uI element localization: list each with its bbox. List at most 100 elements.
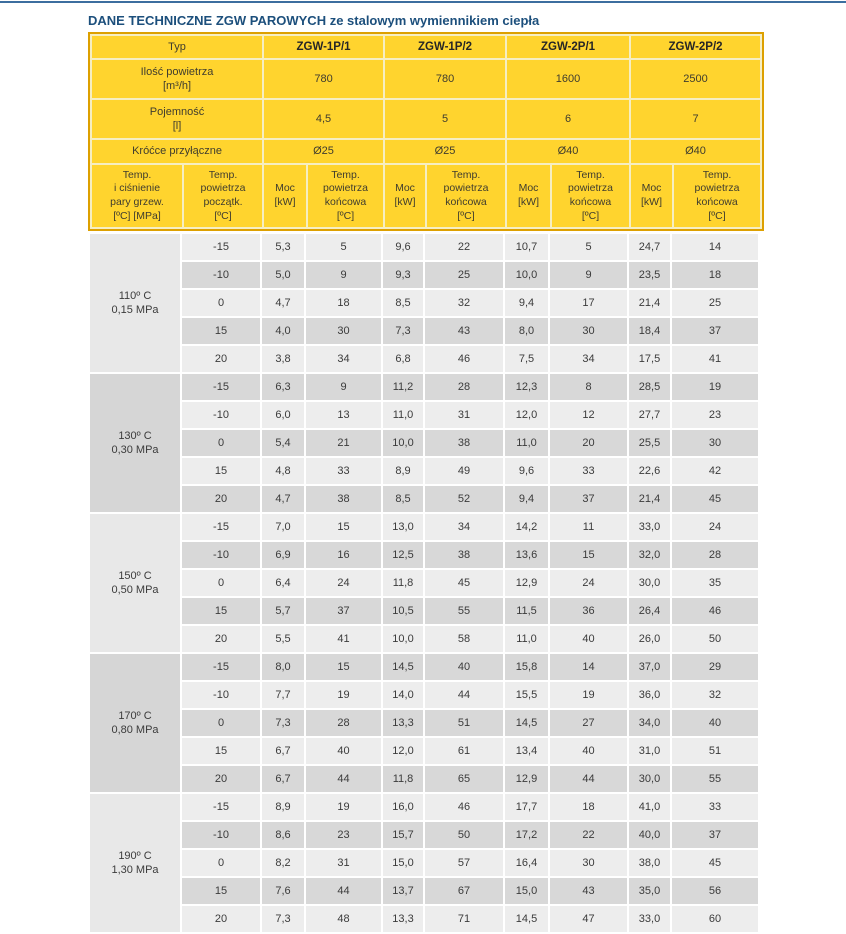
data-cell: 22 xyxy=(425,234,503,260)
table-row: 190º C 1,30 MPa -15 8,9 19 16,0 46 17,7 18 41,0 3… xyxy=(90,794,758,932)
page-title: DANE TECHNICZNE ZGW PAROWYCH ze stalowym… xyxy=(88,13,540,28)
data-cell: 3,8 xyxy=(262,346,304,372)
typ-header-cell: Typ xyxy=(92,36,263,58)
initial-temp-cell: 20 xyxy=(182,906,260,932)
data-cell: 36 xyxy=(550,598,627,624)
spec-value-cell: 2500 xyxy=(631,60,761,98)
initial-temp-cell: 0 xyxy=(182,850,260,876)
data-cell: 14,5 xyxy=(505,906,548,932)
data-cell: 18 xyxy=(306,290,381,316)
data-cell: 32 xyxy=(672,682,758,708)
data-cell: 15,0 xyxy=(505,878,548,904)
data-cell: 51 xyxy=(425,710,503,736)
data-cell: 12,0 xyxy=(505,402,548,428)
data-cell: 32 xyxy=(425,290,503,316)
data-cell: 6,9 xyxy=(262,542,304,568)
initial-temp-cell: 20 xyxy=(182,486,260,512)
initial-temp-cell: 0 xyxy=(182,710,260,736)
data-cell: 41,0 xyxy=(629,794,670,820)
data-cell: 8,2 xyxy=(262,850,304,876)
spec-value-cell: 780 xyxy=(264,60,384,98)
final-temp-column-header: Temp. powietrza końcowa [ºC] xyxy=(674,165,761,227)
data-cell: 13,3 xyxy=(383,906,423,932)
data-cell: 9 xyxy=(306,374,381,400)
data-cell: 5,4 xyxy=(262,430,304,456)
data-cell: 7,7 xyxy=(262,682,304,708)
data-cell: 30 xyxy=(550,318,627,344)
data-cell: 8,5 xyxy=(383,486,423,512)
initial-temp-cell: -15 xyxy=(182,234,260,260)
data-cell: 44 xyxy=(425,682,503,708)
table-row: Ilość powietrza [m³/h] 780 780 1600 2500 xyxy=(92,60,761,98)
model-header-cell: ZGW-2P/1 xyxy=(507,36,630,58)
data-cell: 7,6 xyxy=(262,878,304,904)
data-cell: 13,4 xyxy=(505,738,548,764)
data-cell: 17 xyxy=(550,290,627,316)
data-cell: 28 xyxy=(425,374,503,400)
table-row: 110º C 0,15 MPa -15 5,3 5 9,6 22 10,7 5 24,7 14 xyxy=(90,234,758,372)
data-cell: 25 xyxy=(425,262,503,288)
data-cell: 38 xyxy=(306,486,381,512)
data-cell: 10,7 xyxy=(505,234,548,260)
table-row: 20 6,7 44 11,8 65 12,9 44 30,0 55 xyxy=(90,766,758,792)
spec-label-cell: Pojemność [l] xyxy=(92,100,263,138)
data-cell: 31 xyxy=(306,850,381,876)
data-cell: 8,0 xyxy=(505,318,548,344)
table-row: -10 6,0 13 11,0 31 12,0 12 27,7 23 xyxy=(90,402,758,428)
data-cell: 14 xyxy=(550,654,627,680)
data-cell: 51 xyxy=(672,738,758,764)
data-cell: 6,4 xyxy=(262,570,304,596)
top-accent-line xyxy=(0,1,846,3)
data-cell: 19 xyxy=(306,682,381,708)
table-row: 0 5,4 21 10,0 38 11,0 20 25,5 30 xyxy=(90,430,758,456)
data-cell: 22,6 xyxy=(629,458,670,484)
data-cell: 40 xyxy=(672,710,758,736)
data-cell: 37 xyxy=(672,318,758,344)
data-cell: 42 xyxy=(672,458,758,484)
data-cell: 30 xyxy=(672,430,758,456)
data-cell: 40,0 xyxy=(629,822,670,848)
table-row: 15 5,7 37 10,5 55 11,5 36 26,4 46 xyxy=(90,598,758,624)
data-cell: 46 xyxy=(672,598,758,624)
data-cell: 6,8 xyxy=(383,346,423,372)
data-cell: 28 xyxy=(672,542,758,568)
data-cell: 60 xyxy=(672,906,758,932)
initial-temp-cell: -15 xyxy=(182,654,260,680)
data-cell: 6,7 xyxy=(262,738,304,764)
table-row: 0 8,2 31 15,0 57 16,4 30 38,0 45 xyxy=(90,850,758,876)
data-cell: 10,0 xyxy=(383,626,423,652)
data-cell: 31 xyxy=(425,402,503,428)
initial-temp-cell: 0 xyxy=(182,290,260,316)
table-row: -10 8,6 23 15,7 50 17,2 22 40,0 37 xyxy=(90,822,758,848)
data-cell: 7,5 xyxy=(505,346,548,372)
initial-temp-cell: 20 xyxy=(182,346,260,372)
data-cell: 20 xyxy=(550,430,627,456)
data-cell: 15,5 xyxy=(505,682,548,708)
data-cell: 13,7 xyxy=(383,878,423,904)
data-cell: 33 xyxy=(672,794,758,820)
table-row: 20 3,8 34 6,8 46 7,5 34 17,5 41 xyxy=(90,346,758,372)
data-cell: 34 xyxy=(306,346,381,372)
data-cell: 18 xyxy=(550,794,627,820)
data-cell: 25,5 xyxy=(629,430,670,456)
table-row: 150º C 0,50 MPa -15 7,0 15 13,0 34 14,2 11 33,0 2… xyxy=(90,514,758,652)
data-cell: 44 xyxy=(306,878,381,904)
data-cell: 30 xyxy=(550,850,627,876)
initial-temp-cell: -10 xyxy=(182,682,260,708)
data-cell: 12 xyxy=(550,402,627,428)
data-cell: 8,0 xyxy=(262,654,304,680)
power-column-header: Moc [kW] xyxy=(385,165,426,227)
initial-temp-cell: 15 xyxy=(182,318,260,344)
data-cell: 14,0 xyxy=(383,682,423,708)
data-cell: 24 xyxy=(672,514,758,540)
data-cell: 7,3 xyxy=(262,710,304,736)
data-cell: 15 xyxy=(306,514,381,540)
data-cell: 37 xyxy=(306,598,381,624)
data-cell: 49 xyxy=(425,458,503,484)
spec-value-cell: 780 xyxy=(385,60,506,98)
data-cell: 11,5 xyxy=(505,598,548,624)
data-cell: 13 xyxy=(306,402,381,428)
data-cell: 15,7 xyxy=(383,822,423,848)
data-cell: 8,9 xyxy=(262,794,304,820)
data-cell: 34 xyxy=(550,346,627,372)
